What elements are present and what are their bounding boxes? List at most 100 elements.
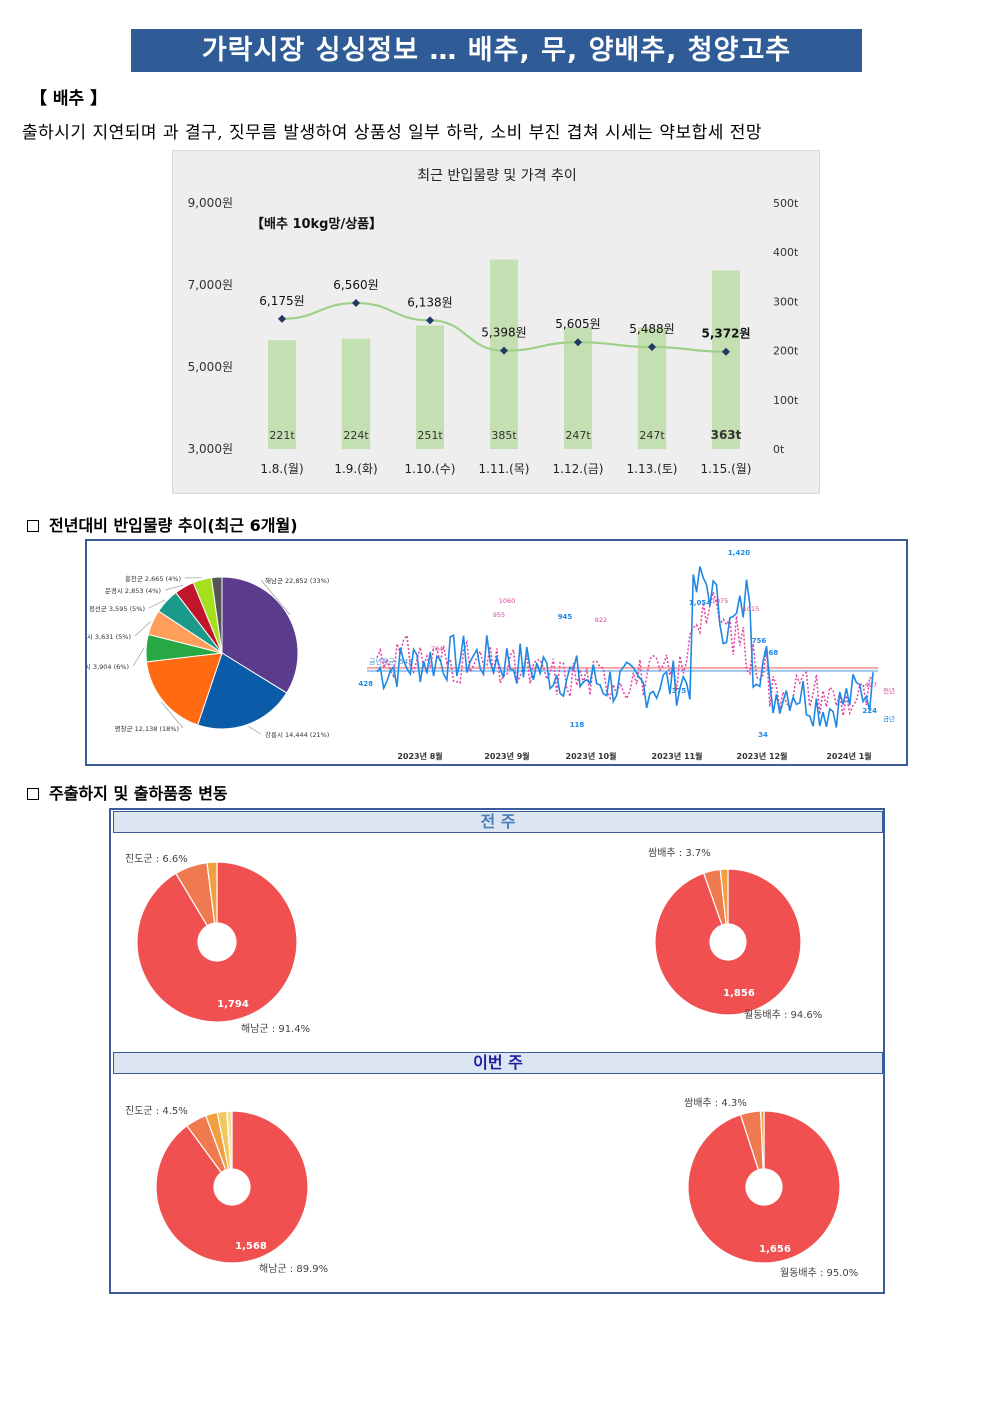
x-tick-label: 1.15.(월) bbox=[701, 462, 752, 476]
legend-this-year: 금년 bbox=[883, 714, 895, 723]
weekly-shipment-panel: 전 주 이번 주 1,794 진도군 : 6.6% 해남군 : 91.4% 1,856… bbox=[109, 808, 885, 1294]
six-month-trend-panel: 해남군 22,852 (33%) 강릉시 14,444 (21%) 평창군 12,1… bbox=[73, 539, 908, 766]
x-tick-label: 1.13.(토) bbox=[627, 462, 678, 476]
price-data-label: 6,560원 bbox=[333, 278, 378, 292]
pie-leader-line bbox=[134, 621, 151, 637]
price-volume-chart: 최근 반입물량 및 가격 추이 【배추 10kg망/상품】 3,000원 5,00… bbox=[172, 150, 820, 494]
y-right-tick-label: 300t bbox=[773, 295, 799, 308]
pie-leader-line bbox=[164, 584, 184, 591]
section-weekly-label: 주출하지 및 출하품종 변동 bbox=[49, 784, 228, 803]
volume-data-label: 247t bbox=[639, 429, 665, 442]
y-left-tick-label: 7,000원 bbox=[188, 278, 233, 292]
weekly-donuts-svg: 1,794 진도군 : 6.6% 해남군 : 91.4% 1,856 쌈배추 : 3.7… bbox=[125, 847, 858, 1279]
price-data-label: 5,372원 bbox=[702, 327, 751, 341]
this-year-series-line bbox=[376, 566, 874, 728]
section-heading-weekly: 주출하지 및 출하품종 변동 bbox=[27, 780, 228, 804]
volume-bar bbox=[416, 325, 444, 449]
donut-slice bbox=[760, 1110, 765, 1170]
volume-bar bbox=[712, 270, 740, 449]
volume-bar bbox=[268, 340, 296, 449]
last-year-data-label: 1015 bbox=[743, 605, 760, 613]
donut-slice-label: 진도군 : 6.6% bbox=[125, 853, 188, 865]
chart-title: 최근 반입물량 및 가격 추이 bbox=[417, 168, 576, 184]
this-year-data-label: 1,054 bbox=[689, 599, 711, 607]
x-tick-label: 2024년 1월 bbox=[826, 751, 871, 761]
donut-slice-label: 해남군 : 91.4% bbox=[241, 1022, 310, 1035]
donut-center-value: 1,568 bbox=[235, 1241, 267, 1252]
y-right-tick-label: 100t bbox=[773, 394, 799, 407]
weekly-donut: 1,568 진도군 : 4.5% 해남군 : 89.9% bbox=[125, 1105, 328, 1275]
this-year-data-label: 118 bbox=[570, 721, 585, 729]
donut-slice bbox=[226, 1110, 233, 1170]
page-title: 가락시장 싱싱정보 … 배추, 무, 양배추, 청양고추 bbox=[131, 29, 862, 72]
pie-slice-label: 춘천시 3,631 (5%) bbox=[87, 632, 131, 641]
price-marker bbox=[648, 342, 656, 351]
donut-slice-label: 쌈배추 : 3.7% bbox=[648, 847, 711, 859]
pie-slice-label: 평창군 12,138 (18%) bbox=[115, 724, 179, 733]
donut-slice bbox=[155, 1110, 309, 1264]
this-year-data-label: 375 bbox=[672, 687, 687, 695]
price-marker bbox=[500, 346, 508, 355]
pie-leader-line bbox=[260, 579, 291, 616]
weekly-donut: 1,656 쌈배추 : 4.3% 월동배추 : 95.0% bbox=[684, 1097, 858, 1279]
price-data-label: 6,138원 bbox=[407, 295, 452, 309]
price-marker bbox=[352, 299, 360, 308]
y-left-tick-label: 3,000원 bbox=[188, 442, 233, 456]
pie-slice bbox=[145, 652, 223, 726]
weekly-donut: 1,794 진도군 : 6.6% 해남군 : 91.4% bbox=[125, 853, 310, 1035]
section-trend-label: 전년대비 반입물량 추이(최근 6개월) bbox=[49, 516, 298, 535]
price-volume-chart-svg: 최근 반입물량 및 가격 추이 【배추 10kg망/상품】 3,000원 5,00… bbox=[188, 168, 799, 476]
pie-slice bbox=[221, 576, 299, 694]
checkbox-bullet-icon bbox=[27, 788, 39, 800]
donut-slice-label: 쌈배추 : 4.3% bbox=[684, 1097, 747, 1109]
checkbox-bullet-icon bbox=[27, 520, 39, 532]
y-left-tick-label: 9,000원 bbox=[188, 196, 233, 210]
x-tick-label: 1.10.(수) bbox=[405, 462, 456, 476]
y-right-tick-label: 400t bbox=[773, 246, 799, 259]
volume-bar bbox=[564, 327, 592, 449]
pie-slice-label: 문경시 2,853 (4%) bbox=[105, 586, 161, 595]
y-right-tick-label: 500t bbox=[773, 197, 799, 210]
pie-slice bbox=[210, 576, 223, 654]
price-marker bbox=[722, 347, 730, 356]
volume-data-label: 221t bbox=[269, 429, 295, 442]
last-year-data-label: 427 bbox=[865, 681, 877, 689]
last-year-data-label: 1075 bbox=[712, 597, 729, 605]
donut-slice bbox=[136, 861, 298, 1023]
price-data-label: 5,398원 bbox=[481, 326, 526, 340]
volume-data-label: 363t bbox=[711, 428, 742, 442]
donut-slice bbox=[654, 868, 802, 1016]
x-tick-label: 2023년 11월 bbox=[652, 751, 703, 761]
donut-slice-label: 진도군 : 4.5% bbox=[125, 1105, 188, 1117]
price-marker bbox=[426, 316, 434, 325]
market-outlook-text: 출하시기 지연되며 과 결구, 짓무름 발생하여 상품성 일부 하락, 소비 부… bbox=[22, 123, 763, 143]
chart-annotation: 【배추 10kg망/상품】 bbox=[251, 216, 382, 232]
donut-slice-label: 월동배추 : 95.0% bbox=[780, 1267, 858, 1279]
price-data-label: 6,175원 bbox=[259, 294, 304, 308]
y-right-tick-label: 0t bbox=[773, 443, 785, 456]
x-tick-label: 2023년 10월 bbox=[566, 751, 617, 761]
this-year-data-label: 224 bbox=[862, 707, 877, 715]
y-right-tick-label: 200t bbox=[773, 345, 799, 358]
donut-slice-label: 해남군 : 89.9% bbox=[259, 1262, 328, 1275]
last-year-data-label: 1060 bbox=[499, 597, 516, 605]
price-marker bbox=[574, 338, 582, 347]
pie-leader-line bbox=[148, 599, 166, 609]
volume-bar bbox=[342, 338, 370, 449]
legend-last-year: 전년 bbox=[883, 686, 895, 695]
week-header-current: 이번 주 bbox=[113, 1052, 883, 1074]
section-heading-cabbage: 【 배추 】 bbox=[30, 89, 108, 109]
donut-center-value: 1,856 bbox=[723, 988, 755, 999]
six-month-trend-svg: 해남군 22,852 (33%) 강릉시 14,444 (21%) 평창군 12,1… bbox=[73, 549, 895, 761]
donut-slice bbox=[206, 861, 218, 924]
volume-data-label: 224t bbox=[343, 429, 369, 442]
x-tick-label: 1.11.(목) bbox=[479, 462, 530, 476]
pie-leader-line bbox=[248, 726, 262, 735]
x-tick-label: 2023년 12월 bbox=[737, 751, 788, 761]
this-year-data-label: 668 bbox=[764, 649, 779, 657]
this-year-data-label: 34 bbox=[758, 731, 768, 739]
y-left-tick-label: 5,000원 bbox=[188, 360, 233, 374]
last-year-series-line bbox=[376, 589, 874, 716]
volume-data-label: 251t bbox=[417, 429, 443, 442]
x-tick-label: 1.9.(화) bbox=[334, 462, 377, 476]
